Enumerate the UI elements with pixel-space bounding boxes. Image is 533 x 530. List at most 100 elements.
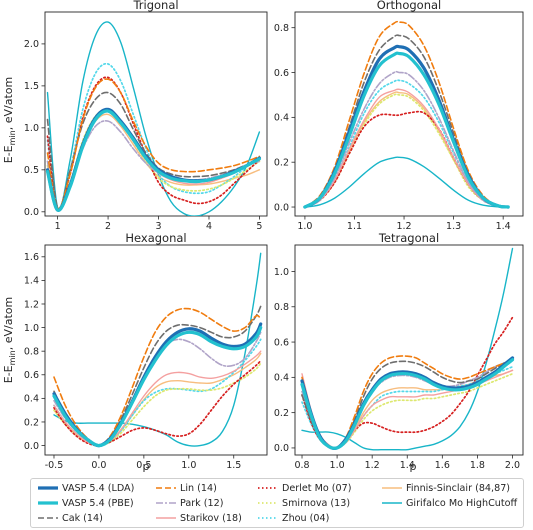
legend-label: Starikov (18) (180, 513, 242, 524)
legend-label: VASP 5.4 (PBE) (62, 498, 134, 509)
y-tick-label: 0.4 (24, 394, 39, 405)
series-line-vasp-5-4-pbe (300, 358, 515, 450)
plot-frame (294, 244, 524, 456)
panel-title: Tetragonal (378, 231, 439, 245)
legend-swatch (382, 487, 402, 489)
legend-label: Cak (14) (62, 513, 103, 524)
panel-title: Orthogonal (377, 0, 441, 12)
x-tick-label: 1.4 (400, 460, 415, 471)
legend-swatch (258, 487, 278, 489)
plot-frame (44, 11, 268, 217)
xlabel-right: p (410, 460, 417, 473)
series-line-girifalco-mo-highcutoff (301, 247, 514, 451)
panel-hexagonal: Hexagonal -0.5 0.0 0.5 1.0 1.5 0.0 0.2 0.4 0.6 0.8… (24, 231, 268, 471)
x-tick-label: 1.0 (181, 460, 196, 471)
legend-label: Lin (14) (180, 483, 217, 494)
panel-tetragonal: Tetragonal 0.8 1.0 1.2 1.4 1.6 1.8 2.0 0.0 0.2 0.4… (274, 231, 524, 471)
x-tick-label: 0.8 (294, 460, 309, 471)
panel-trigonal: Trigonal 1 2 3 4 5 0.0 0.5 1.0 1.5 2.0 (24, 0, 268, 232)
y-tick-label: 1.0 (24, 323, 39, 334)
legend-swatch (156, 487, 176, 489)
x-tick-label: 1.2 (365, 460, 380, 471)
series-line-girifalco-mo-highcutoff (304, 156, 509, 208)
x-tick-label: 1.8 (470, 460, 485, 471)
y-tick-label: 0.4 (274, 373, 289, 384)
x-tick-label: 1.3 (446, 221, 461, 232)
legend-swatch (258, 517, 278, 519)
legend-label: Park (12) (180, 498, 224, 509)
legend-swatch (156, 517, 176, 519)
series-line-starikov-18 (304, 88, 509, 208)
y-tick-label: 1.5 (24, 81, 39, 92)
y-tick-label: 1.4 (24, 276, 39, 287)
y-tick-label: 0.0 (24, 207, 39, 218)
y-tick-label: 0.2 (274, 408, 289, 419)
x-tick-label: 1.0 (330, 460, 345, 471)
y-tick-label: 2.0 (24, 39, 39, 50)
y-tick-label: 0.8 (274, 23, 289, 34)
x-tick-label: 2 (105, 221, 111, 232)
series-line-zhou-04 (46, 62, 261, 210)
legend-label: Zhou (04) (282, 513, 330, 524)
x-tick-label: 1 (55, 221, 61, 232)
legend-swatch (258, 502, 278, 504)
x-tick-label: 1.4 (496, 221, 511, 232)
y-tick-label: 0.0 (274, 443, 289, 454)
x-tick-label: 2.0 (505, 460, 520, 471)
xlabel-left: p (143, 460, 150, 473)
series-line-lin-14 (46, 78, 261, 210)
y-tick-label: 1.2 (24, 299, 39, 310)
y-tick-label: 0.6 (274, 337, 289, 348)
legend-swatch (38, 486, 58, 490)
x-tick-label: -0.5 (45, 460, 64, 471)
y-tick-label: 0.4 (274, 113, 289, 124)
ylabel-top: E-Emin, eV/atom (2, 77, 17, 163)
series-line-park-12 (304, 70, 509, 208)
x-tick-label: 1.6 (435, 460, 450, 471)
panel-title: Hexagonal (125, 231, 186, 245)
x-tick-label: 3 (155, 221, 161, 232)
series-line-vasp-5-4-pbe (303, 51, 510, 209)
y-tick-label: 1.0 (24, 123, 39, 134)
x-tick-label: 1.5 (226, 460, 241, 471)
y-tick-label: 1.0 (274, 267, 289, 278)
x-tick-label: 4 (206, 221, 212, 232)
chart-panels: Trigonal 1 2 3 4 5 0.0 0.5 1.0 1.5 2.0 Orthogonal 1.… (24, 0, 524, 471)
series-line-lin-14 (304, 20, 509, 208)
x-tick-label: 0.0 (91, 460, 106, 471)
panel-orthogonal: Orthogonal 1.0 1.1 1.2 1.3 1.4 0.0 0.2 0.4 0.6 0.8 (274, 0, 524, 232)
series-line-vasp-5-4-pbe (45, 109, 261, 212)
y-tick-label: 0.5 (24, 165, 39, 176)
y-tick-label: 0.8 (274, 302, 289, 313)
y-tick-label: 0.8 (24, 346, 39, 357)
series-line-vasp-5-4-pbe (52, 326, 263, 448)
y-tick-label: 0.6 (274, 68, 289, 79)
legend-swatch (382, 502, 402, 504)
y-tick-label: 0.2 (274, 157, 289, 168)
x-tick-label: 1.1 (347, 221, 362, 232)
legend-swatch (156, 502, 176, 504)
legend-label: VASP 5.4 (LDA) (62, 483, 135, 494)
y-tick-label: 0.0 (24, 441, 39, 452)
y-tick-label: 1.6 (24, 252, 39, 263)
panel-title: Trigonal (132, 0, 178, 12)
legend-swatch (38, 501, 58, 505)
x-tick-label: 1.0 (297, 221, 312, 232)
legend-label: Girifalco Mo HighCutoff (406, 498, 518, 509)
series-line-derlet-mo-07 (53, 359, 262, 447)
legend-label: Derlet Mo (07) (282, 483, 352, 494)
y-tick-label: 0.6 (24, 370, 39, 381)
x-tick-label: 5 (256, 221, 262, 232)
x-tick-label: 0.5 (136, 460, 151, 471)
series-line-girifalco-mo-highcutoff (46, 21, 261, 216)
legend-swatch (38, 517, 58, 519)
legend: VASP 5.4 (LDA) VASP 5.4 (PBE) Cak (14) Lin … (30, 478, 524, 528)
legend-label: Smirnova (13) (282, 498, 351, 509)
y-tick-label: 0.0 (274, 202, 289, 213)
x-tick-label: 1.2 (396, 221, 411, 232)
y-tick-label: 0.2 (24, 417, 39, 428)
ylabel-bottom: E-Emin, eV/atom (2, 297, 17, 383)
legend-label: Finnis-Sinclair (84,87) (406, 483, 511, 494)
series-line-starikov-18 (53, 350, 262, 447)
